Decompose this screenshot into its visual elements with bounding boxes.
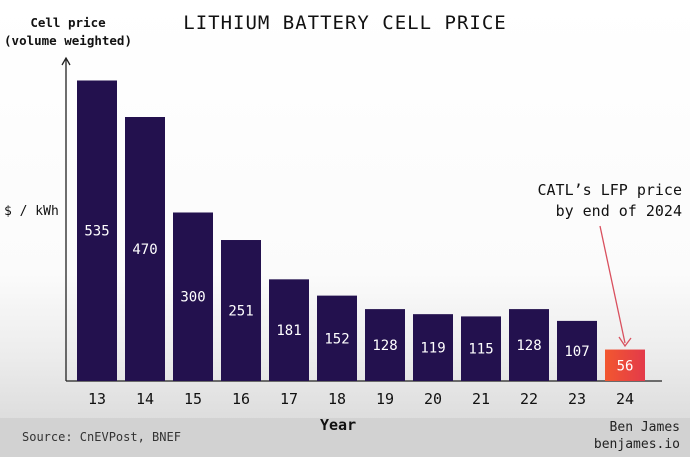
bar-value-label-18: 152: [324, 331, 349, 347]
chart-title: LITHIUM BATTERY CELL PRICE: [183, 12, 507, 34]
annotation-line-2: by end of 2024: [555, 202, 682, 220]
bar-value-label-15: 300: [180, 290, 205, 306]
x-tick-label-16: 16: [232, 390, 250, 408]
annotation-arrowhead: [618, 336, 632, 348]
bar-13: [77, 80, 117, 381]
bar-20: [413, 314, 453, 381]
bar-value-label-20: 119: [420, 341, 445, 357]
bar-value-label-16: 251: [228, 304, 253, 320]
annotation-line-1: CATL’s LFP price: [537, 181, 683, 199]
bar-23: [557, 320, 597, 381]
x-tick-label-22: 22: [520, 390, 538, 408]
annotation: CATL’s LFP price by end of 2024: [482, 180, 683, 222]
credit-name: Ben James: [609, 420, 680, 435]
x-tick-label-13: 13: [88, 390, 106, 408]
bar-18: [317, 295, 357, 381]
x-tick-label-17: 17: [280, 390, 298, 408]
bar-value-label-21: 115: [468, 342, 493, 358]
y-axis-unit: $ / kWh: [4, 204, 59, 219]
x-tick-label-15: 15: [184, 390, 202, 408]
bar-24: [605, 349, 645, 381]
y-axis-title: Cell price (volume weighted): [0, 14, 136, 50]
y-axis-arrowhead: [61, 56, 71, 66]
x-tick-label-19: 19: [376, 390, 394, 408]
bar-22: [509, 309, 549, 381]
x-tick-label-18: 18: [328, 390, 346, 408]
x-tick-label-21: 21: [472, 390, 490, 408]
credit-site: benjames.io: [593, 437, 680, 452]
y-axis-title-line-2: (volume weighted): [4, 33, 132, 48]
bar-value-label-14: 470: [132, 242, 157, 258]
annotation-arrow: [599, 225, 626, 344]
bar-value-label-17: 181: [276, 323, 301, 339]
bar-value-label-19: 128: [372, 338, 397, 354]
bar-16: [221, 240, 261, 381]
bar-21: [461, 316, 501, 381]
x-axis-title: Year: [320, 416, 357, 434]
bar-value-label-22: 128: [516, 338, 541, 354]
y-axis-title-line-1: Cell price: [30, 15, 106, 30]
bar-17: [269, 279, 309, 381]
bar-value-label-24: 56: [617, 358, 634, 374]
x-tick-label-14: 14: [136, 390, 154, 408]
footer-band: [0, 418, 690, 457]
source-text: Source: CnEVPost, BNEF: [22, 430, 181, 444]
bar-value-label-13: 535: [84, 224, 109, 240]
bar-19: [365, 309, 405, 381]
bar-15: [173, 212, 213, 381]
credit: Ben James benjames.io: [594, 419, 680, 453]
x-tick-label-20: 20: [424, 390, 442, 408]
x-tick-label-23: 23: [568, 390, 586, 408]
x-tick-label-24: 24: [616, 390, 634, 408]
bar-value-label-23: 107: [564, 344, 589, 360]
bar-14: [125, 117, 165, 381]
